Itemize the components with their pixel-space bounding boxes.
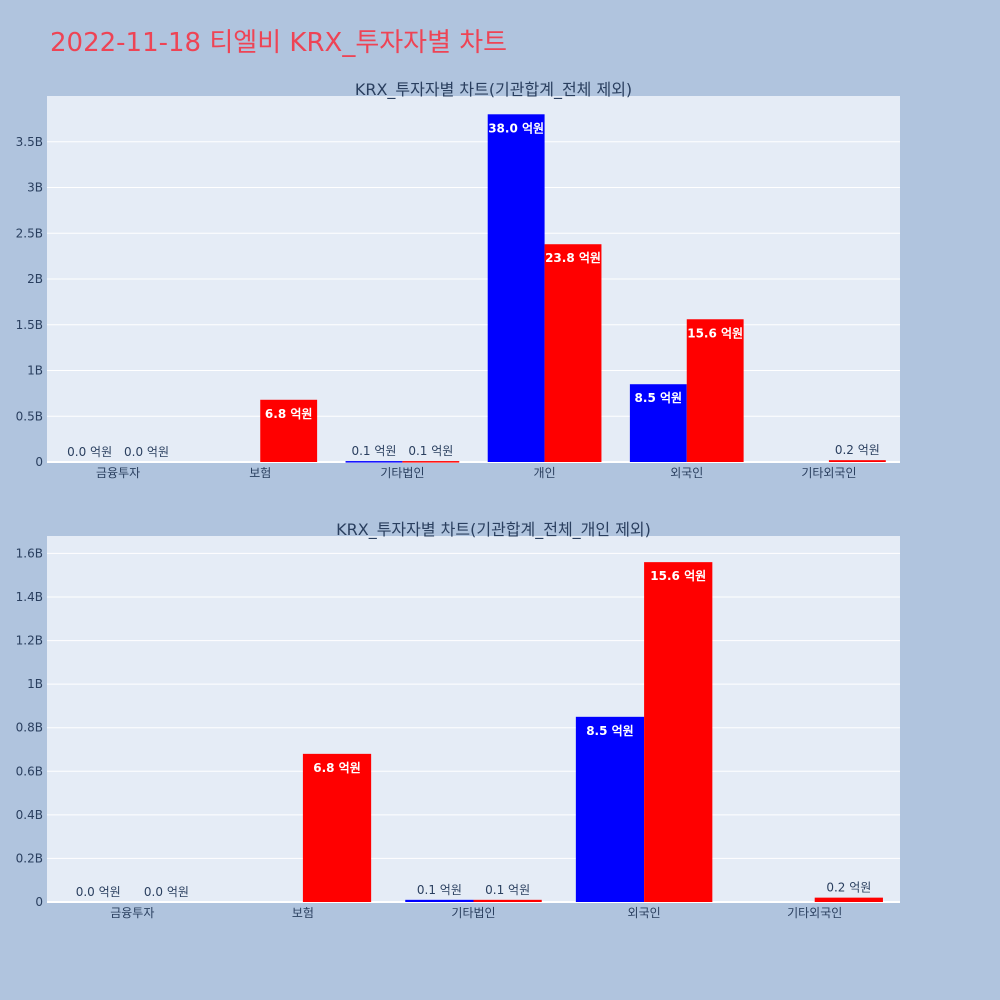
x-tick-label: 외국인 <box>670 466 703 480</box>
bar <box>260 399 318 462</box>
y-tick-label: 0.5B <box>16 409 43 423</box>
data-label: 0.2 억원 <box>826 881 871 895</box>
y-tick-label: 0.2B <box>16 851 43 865</box>
y-tick-label: 0.8B <box>16 721 43 735</box>
chart-title: KRX_투자자별 차트(기관합계_전체_개인 제외) <box>336 520 651 540</box>
x-tick-label: 기타법인 <box>380 466 424 480</box>
bar <box>686 319 744 462</box>
bar <box>544 244 602 462</box>
data-label: 23.8 억원 <box>545 251 601 265</box>
y-tick-label: 3.5B <box>16 135 43 149</box>
y-tick-label: 1.5B <box>16 318 43 332</box>
x-tick-label: 개인 <box>534 466 556 480</box>
chart-2: 0 0.2B 0.4B 0.6B 0.8B 1B 1.2B 1.4B 1.6B KRX_투자자별 … <box>16 520 900 920</box>
y-tick-label: 1.2B <box>16 634 43 648</box>
data-label: 0.0 억원 <box>67 445 112 459</box>
y-tick-label: 0.6B <box>16 764 43 778</box>
bar <box>814 897 883 902</box>
y-tick-label: 1B <box>27 677 43 691</box>
bar <box>345 461 403 463</box>
x-tick-label: 금융투자 <box>96 466 140 480</box>
bar <box>302 753 372 902</box>
data-label: 15.6 억원 <box>687 326 743 340</box>
bar <box>644 562 713 902</box>
y-tick-label: 1.6B <box>16 546 43 560</box>
data-label: 38.0 억원 <box>488 121 544 135</box>
bar <box>629 384 687 462</box>
x-tick-label: 보험 <box>292 906 314 920</box>
data-label: 8.5 억원 <box>635 391 683 405</box>
data-label: 0.0 억원 <box>76 885 121 899</box>
x-tick-label: 금융투자 <box>110 906 154 920</box>
data-label: 0.1 억원 <box>485 883 530 897</box>
y-tick-label: 0 <box>35 895 43 909</box>
bar <box>473 899 542 902</box>
data-label: 0.1 억원 <box>417 883 462 897</box>
page-title: 2022-11-18 티엘비 KRX_투자자별 차트 <box>50 28 508 58</box>
bar <box>405 899 474 902</box>
y-tick-label: 0 <box>35 455 43 469</box>
y-tick-label: 2.5B <box>16 226 43 240</box>
data-label: 0.2 억원 <box>835 443 880 457</box>
y-tick-label: 1B <box>27 364 43 378</box>
chart-title: KRX_투자자별 차트(기관합계_전체 제외) <box>355 80 632 100</box>
data-label: 6.8 억원 <box>313 761 361 775</box>
x-tick-label: 외국인 <box>628 906 661 920</box>
x-tick-label: 기타법인 <box>451 906 495 920</box>
bar <box>487 114 545 463</box>
chart-1: 0 0.5B 1B 1.5B 2B 2.5B 3B 3.5B KRX_투자자별 차트(기관합계_… <box>16 80 900 480</box>
x-tick-label: 기타외국인 <box>787 906 842 920</box>
data-label: 0.1 억원 <box>351 444 396 458</box>
y-tick-label: 2B <box>27 272 43 286</box>
data-label: 0.0 억원 <box>124 445 169 459</box>
data-label: 0.0 억원 <box>144 885 189 899</box>
bar <box>402 461 460 463</box>
x-tick-label: 보험 <box>249 466 271 480</box>
data-label: 15.6 억원 <box>650 569 706 583</box>
plot-area <box>47 536 900 902</box>
data-label: 8.5 억원 <box>586 724 634 738</box>
y-tick-label: 3B <box>27 181 43 195</box>
data-label: 6.8 억원 <box>265 407 313 421</box>
bar <box>828 460 886 462</box>
bar <box>575 716 645 902</box>
y-tick-label: 0.4B <box>16 808 43 822</box>
x-tick-label: 기타외국인 <box>801 466 856 480</box>
y-tick-label: 1.4B <box>16 590 43 604</box>
data-label: 0.1 억원 <box>408 444 453 458</box>
